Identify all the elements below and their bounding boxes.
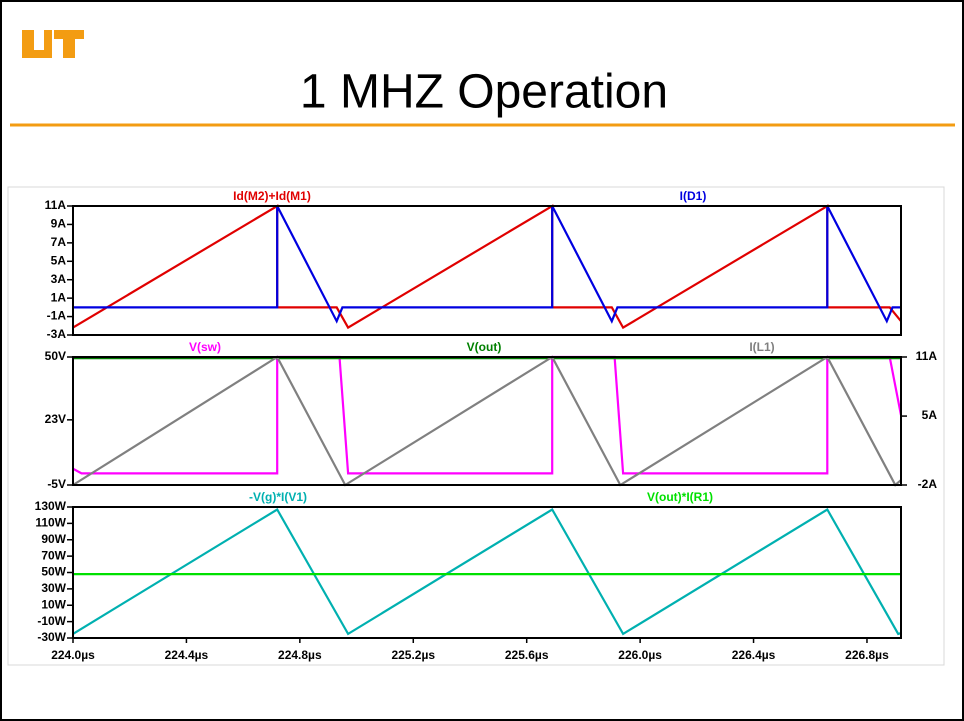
y-tick-label: 23V [45, 412, 66, 426]
y-tick-label: 5A [51, 253, 67, 267]
slide-title: 1 MHZ Operation [300, 66, 668, 119]
legend-label: -V(g)*I(V1) [249, 490, 307, 504]
panel-border [72, 356, 902, 486]
legend-label: V(out)*I(R1) [647, 490, 713, 504]
y-tick-label: -3A [47, 327, 67, 341]
y-tick-label: 50V [45, 349, 66, 363]
legend-label: I(D1) [680, 189, 707, 203]
panel-border [72, 205, 902, 336]
y-tick-label: 70W [41, 548, 66, 562]
legend-label: V(sw) [189, 340, 221, 354]
y-tick-label: 30W [41, 581, 66, 595]
series-line [73, 205, 901, 324]
y-tick-label: 90W [41, 532, 66, 546]
x-tick-label: 224.8µs [278, 648, 322, 662]
panel-frame [73, 507, 901, 638]
legend-label: I(L1) [749, 340, 774, 354]
legend-label: V(out) [467, 340, 502, 354]
y-tick-label: 130W [35, 499, 67, 513]
y-tick-label: 7A [51, 235, 67, 249]
panel-frame [73, 357, 901, 485]
y-tick-label: -1A [47, 309, 67, 323]
y-tick-label: 10W [41, 597, 66, 611]
y-tick-label: 50W [41, 565, 66, 579]
x-tick-label: 224.0µs [51, 648, 95, 662]
y2-tick-label: -2A [918, 477, 938, 491]
logo-t [54, 30, 84, 58]
y-tick-label: -10W [37, 614, 66, 628]
y-tick-label: 11A [45, 198, 67, 212]
y-tick-label: -5V [47, 477, 66, 491]
x-tick-label: 226.0µs [618, 648, 662, 662]
logo-u [22, 30, 52, 58]
legend-label: Id(M2)+Id(M1) [233, 189, 311, 203]
y2-tick-label: 5A [922, 408, 938, 422]
series-line [72, 355, 902, 487]
y-tick-label: 110W [35, 516, 66, 530]
y-tick-label: 3A [51, 272, 67, 286]
plots: 11A 9A 7A 5A 3A 1A -1A -3A Id(M2)+Id(M1) I(D1) 50V… [35, 189, 938, 662]
x-tick-label: 225.2µs [391, 648, 435, 662]
x-tick-label: 224.4µs [165, 648, 209, 662]
series-line [72, 507, 902, 636]
y-tick-label: 1A [51, 290, 67, 304]
y-tick-label: 9A [51, 217, 67, 231]
panel-border [72, 506, 902, 639]
y-tick-label: -30W [37, 630, 66, 644]
x-tick-label: 226.8µs [845, 648, 889, 662]
logo [22, 30, 84, 58]
panel-frame [73, 206, 901, 335]
x-tick-label: 226.4µs [732, 648, 776, 662]
y2-tick-label: 11A [916, 349, 938, 363]
series-line [72, 355, 903, 475]
x-tick-label: 225.6µs [505, 648, 549, 662]
